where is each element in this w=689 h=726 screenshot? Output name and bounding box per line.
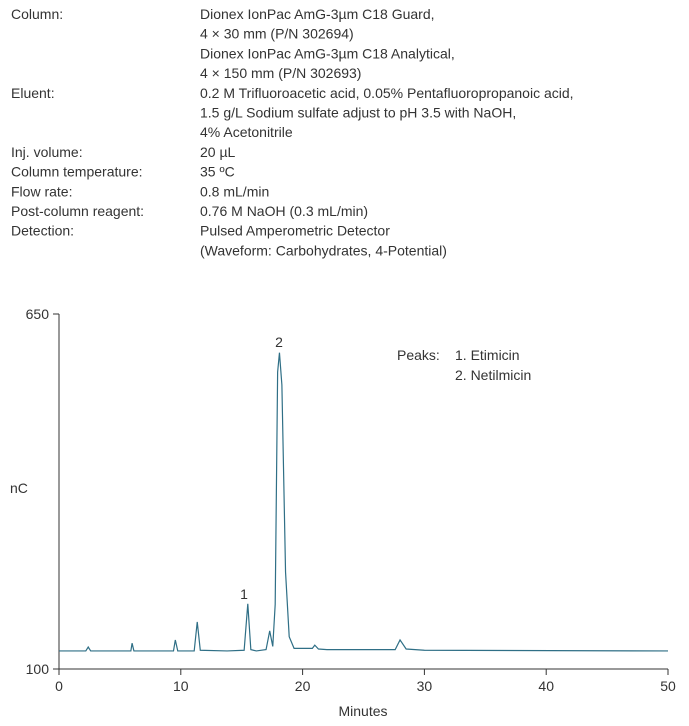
condition-value: Dionex IonPac AmG-3µm C18 Guard,: [200, 6, 435, 22]
condition-value: Dionex IonPac AmG-3µm C18 Analytical,: [200, 45, 455, 61]
peak-label: 2: [275, 334, 283, 350]
condition-value: 0.76 M NaOH (0.3 mL/min): [200, 203, 368, 219]
condition-value: 4 × 30 mm (P/N 302694): [200, 26, 354, 42]
peaks-title: Peaks:: [397, 347, 440, 363]
condition-value: 20 µL: [200, 144, 236, 160]
condition-value: Pulsed Amperometric Detector: [200, 223, 390, 239]
x-tick-label: 10: [173, 678, 189, 694]
x-tick-label: 50: [660, 678, 676, 694]
condition-label: Detection:: [11, 223, 74, 239]
condition-value: 0.2 M Trifluoroacetic acid, 0.05% Pentaf…: [200, 85, 574, 101]
condition-value: 1.5 g/L Sodium sulfate adjust to pH 3.5 …: [200, 105, 516, 121]
y-tick-label: 650: [26, 306, 50, 322]
condition-label: Inj. volume:: [11, 144, 83, 160]
x-axis-label: Minutes: [338, 703, 387, 719]
condition-label: Eluent:: [11, 85, 55, 101]
conditions: Column: Dionex IonPac AmG-3µm C18 Guard, 4…: [11, 6, 574, 258]
x-tick-label: 40: [538, 678, 554, 694]
condition-value: 4 × 150 mm (P/N 302693): [200, 65, 361, 81]
peak-label: 1: [240, 586, 248, 602]
x-tick-label: 30: [417, 678, 433, 694]
peak-legend: 1. Etimicin: [455, 347, 520, 363]
condition-value: (Waveform: Carbohydrates, 4-Potential): [200, 242, 447, 258]
condition-label: Post-column reagent:: [11, 203, 144, 219]
y-axis-label: nC: [10, 480, 28, 496]
trace: [59, 352, 669, 652]
condition-value: 35 ºC: [200, 164, 235, 180]
condition-label: Column temperature:: [11, 164, 143, 180]
condition-value: 0.8 mL/min: [200, 183, 269, 199]
peak-legend: 2. Netilmicin: [455, 367, 531, 383]
y-tick-label: 100: [26, 661, 50, 677]
x-tick-label: 20: [295, 678, 311, 694]
x-tick-label: 0: [55, 678, 63, 694]
condition-label: Flow rate:: [11, 183, 72, 199]
condition-value: 4% Acetonitrile: [200, 124, 293, 140]
condition-label: Column:: [11, 6, 63, 22]
